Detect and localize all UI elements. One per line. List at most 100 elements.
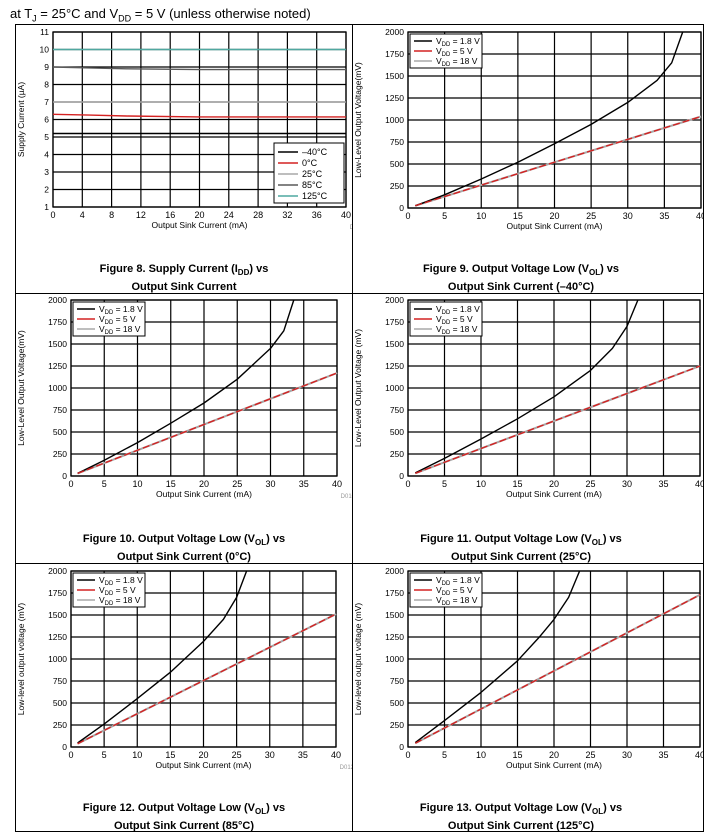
y-tick-label: 2000 bbox=[385, 295, 404, 305]
x-tick-label: 0 bbox=[50, 210, 55, 220]
legend-entry: VDD = 18 V bbox=[99, 595, 141, 607]
y-tick-label: 1750 bbox=[385, 588, 404, 598]
x-tick-label: 25 bbox=[585, 479, 595, 489]
y-tick-label: 1750 bbox=[385, 317, 404, 327]
y-tick-label: 4 bbox=[44, 150, 49, 160]
x-tick-label: 20 bbox=[194, 210, 204, 220]
y-tick-label: 750 bbox=[390, 405, 404, 415]
plot-border bbox=[70, 570, 337, 748]
legend-box bbox=[409, 33, 483, 69]
y-tick-label: 750 bbox=[390, 676, 404, 686]
y-tick-label: 2000 bbox=[385, 566, 404, 576]
y-axis-label: Low-level output voltage (mV) bbox=[353, 603, 363, 716]
figure-id-label: D008 bbox=[350, 225, 352, 231]
x-axis-label: Output Sink Current (mA) bbox=[506, 489, 602, 499]
legend-entry: 25°C bbox=[302, 169, 323, 179]
x-tick-label: 16 bbox=[165, 210, 175, 220]
x-tick-label: 35 bbox=[658, 750, 668, 760]
caption-figure-8: Figure 8. Supply Current (IDD) vs Output … bbox=[99, 263, 269, 294]
x-tick-label: 32 bbox=[282, 210, 292, 220]
x-tick-label: 40 bbox=[332, 479, 342, 489]
y-tick-label: 1500 bbox=[385, 610, 404, 620]
chart-svg: 0 5 10 15 20 25 30 35 40 0 250 500 750 1000 1250 1500 17… bbox=[353, 27, 703, 231]
legend-entry: VDD = 5 V bbox=[436, 585, 473, 597]
x-tick-label: 40 bbox=[696, 211, 703, 221]
legend-entry: VDD = 18 V bbox=[436, 56, 478, 68]
y-tick-label: 250 bbox=[390, 181, 404, 191]
caption-figure-12: Figure 12. Output Voltage Low (VOL) vs Ou… bbox=[82, 802, 286, 833]
x-tick-label: 0 bbox=[405, 479, 410, 489]
x-tick-label: 25 bbox=[585, 750, 595, 760]
y-tick-label: 1500 bbox=[385, 71, 404, 81]
y-tick-label: 250 bbox=[390, 449, 404, 459]
y-tick-label: 1000 bbox=[385, 654, 404, 664]
y-tick-label: 1 bbox=[44, 202, 49, 212]
y-tick-label: 500 bbox=[390, 427, 404, 437]
row-divider-1 bbox=[15, 293, 704, 294]
x-tick-label: 15 bbox=[513, 211, 523, 221]
y-tick-label: 2 bbox=[44, 185, 49, 195]
header-text-a: at T bbox=[10, 6, 33, 21]
legend-entry: VDD = 1.8 V bbox=[436, 304, 480, 316]
y-tick-label: 9 bbox=[44, 62, 49, 72]
legend-entry: VDD = 1.8 V bbox=[99, 575, 143, 587]
y-tick-label: 1500 bbox=[385, 339, 404, 349]
x-tick-label: 15 bbox=[166, 479, 176, 489]
chart-panel-figure-8: 0 4 8 12 16 20 24 28 32 36 40 1 2 3 4 5 6 7 8 9 10 11 Output S… bbox=[16, 25, 352, 240]
y-tick-label: 250 bbox=[53, 449, 67, 459]
x-tick-label: 0 bbox=[405, 750, 410, 760]
legend-entry: –40°C bbox=[302, 147, 328, 157]
series-line-1 bbox=[415, 365, 701, 474]
y-tick-label: 1750 bbox=[48, 317, 67, 327]
legend-entry: VDD = 1.8 V bbox=[436, 575, 480, 587]
y-tick-label: 1250 bbox=[385, 93, 404, 103]
legend-entry: VDD = 1.8 V bbox=[99, 304, 143, 316]
y-tick-label: 1750 bbox=[48, 588, 67, 598]
y-tick-label: 0 bbox=[399, 742, 404, 752]
x-tick-label: 30 bbox=[265, 479, 275, 489]
series-line-0 bbox=[415, 31, 684, 207]
x-tick-label: 5 bbox=[442, 211, 447, 221]
x-axis-label: Output Sink Current (mA) bbox=[506, 760, 602, 770]
y-tick-label: 1000 bbox=[48, 654, 67, 664]
x-tick-label: 10 bbox=[132, 479, 142, 489]
series-line-1 bbox=[414, 594, 701, 744]
x-tick-label: 10 bbox=[476, 750, 486, 760]
x-tick-label: 0 bbox=[68, 479, 73, 489]
x-tick-label: 40 bbox=[341, 210, 351, 220]
y-tick-label: 0 bbox=[62, 742, 67, 752]
x-tick-label: 25 bbox=[586, 211, 596, 221]
legend-entry: 125°C bbox=[302, 191, 328, 201]
y-tick-label: 250 bbox=[390, 720, 404, 730]
x-tick-label: 20 bbox=[549, 211, 559, 221]
x-tick-label: 40 bbox=[695, 750, 703, 760]
x-tick-label: 5 bbox=[442, 479, 447, 489]
x-tick-label: 5 bbox=[102, 750, 107, 760]
legend-box bbox=[273, 142, 345, 204]
series-line-1 bbox=[77, 613, 337, 745]
x-tick-label: 35 bbox=[299, 479, 309, 489]
y-tick-label: 750 bbox=[390, 137, 404, 147]
x-axis-label: Output Sink Current (mA) bbox=[156, 760, 252, 770]
x-tick-label: 35 bbox=[298, 750, 308, 760]
series-line-0 bbox=[414, 299, 639, 474]
plot-border bbox=[52, 31, 347, 208]
y-tick-label: 1500 bbox=[48, 339, 67, 349]
conditions-header: at TJ = 25°C and VDD = 5 V (unless other… bbox=[10, 6, 311, 24]
legend-entry: 0°C bbox=[302, 158, 318, 168]
x-axis-label: Output Sink Current (mA) bbox=[152, 220, 248, 230]
y-tick-label: 2000 bbox=[48, 566, 67, 576]
series-line-0 bbox=[77, 570, 248, 744]
legend-entry: 85°C bbox=[302, 180, 323, 190]
y-tick-label: 1250 bbox=[385, 361, 404, 371]
series-line-1 bbox=[77, 372, 338, 475]
x-tick-label: 30 bbox=[622, 479, 632, 489]
series-line-0 bbox=[414, 570, 581, 744]
x-tick-label: 20 bbox=[549, 750, 559, 760]
x-tick-label: 28 bbox=[253, 210, 263, 220]
x-tick-label: 30 bbox=[622, 750, 632, 760]
y-tick-label: 8 bbox=[44, 80, 49, 90]
x-tick-label: 0 bbox=[68, 750, 73, 760]
series-line-1 bbox=[52, 113, 346, 118]
